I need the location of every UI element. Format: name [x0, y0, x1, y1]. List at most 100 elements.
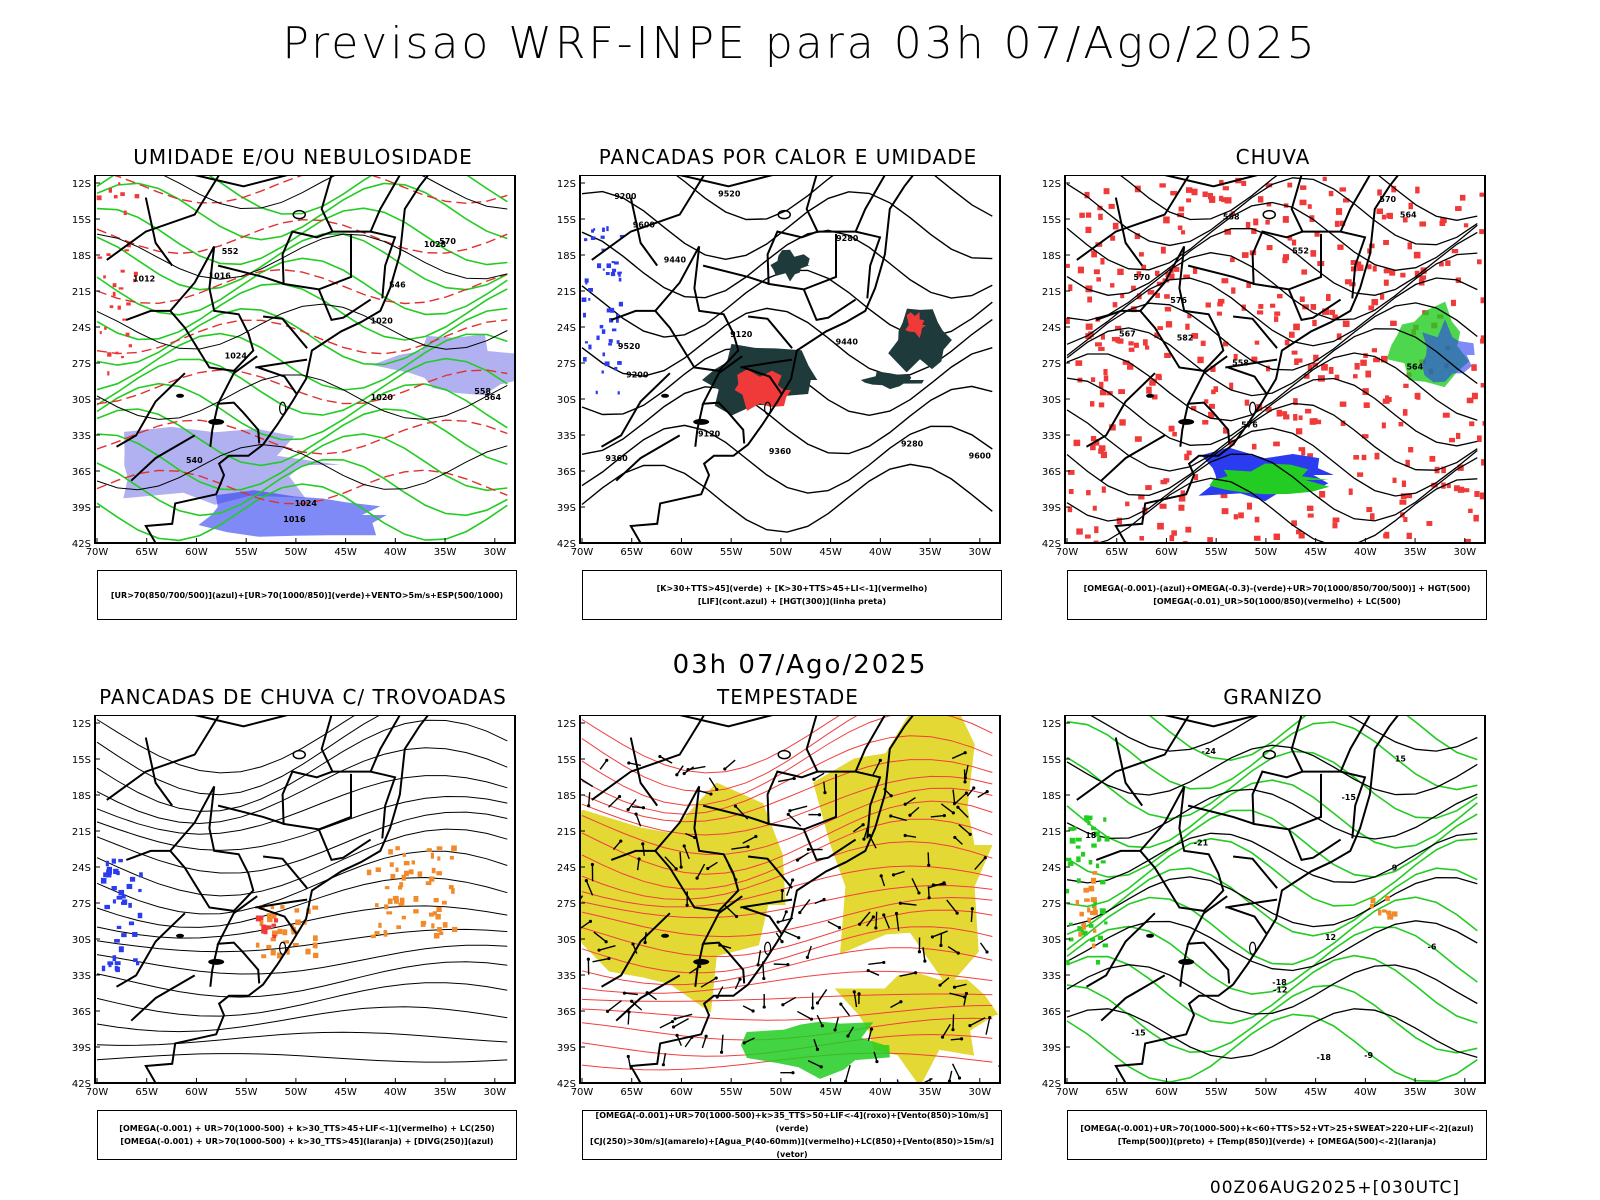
contour-label: 1024: [225, 352, 248, 361]
lat-tick-label: 33S: [557, 971, 576, 982]
lon-tick-label: 60W: [1155, 547, 1178, 558]
lon-tick-label: 30W: [1453, 547, 1476, 558]
panel-title: TEMPESTADE: [717, 685, 859, 709]
contour-label: 558: [1223, 212, 1240, 221]
lat-tick-label: 30S: [72, 395, 91, 406]
lat-tick-label: 27S: [1042, 359, 1061, 370]
lon-tick-label: 65W: [1105, 1087, 1128, 1098]
lat-tick-label: 21S: [72, 287, 91, 298]
lon-tick-label: 40W: [384, 1087, 407, 1098]
lon-tick-label: 50W: [770, 547, 793, 558]
lon-tick-label: 55W: [720, 1087, 743, 1098]
contour-label: 1020: [371, 393, 394, 402]
contour-label: 570: [1133, 273, 1150, 282]
lat-tick-label: 18S: [72, 791, 91, 802]
legend-line: [OMEGA(-0.001)+UR>70(1000-500)+k<60+TTS>…: [1080, 1124, 1474, 1133]
legend-line: [LIF](cont.azul) + [HGT(300)](linha pret…: [697, 597, 887, 606]
lat-tick-label: 27S: [72, 899, 91, 910]
lat-tick-label: 24S: [557, 323, 576, 334]
panel-title: UMIDADE E/OU NEBULOSIDADE: [133, 145, 473, 169]
lat-tick-label: 15S: [557, 215, 576, 226]
lon-tick-label: 70W: [86, 547, 109, 558]
contour-label: 567: [1119, 329, 1136, 338]
lon-tick-label: 50W: [285, 547, 308, 558]
legend-line: [OMEGA(-0.001)+UR>70(1000-500)+k>35_TTS>…: [595, 1111, 989, 1133]
lon-tick-label: 50W: [1255, 1087, 1278, 1098]
lat-tick-label: 15S: [72, 755, 91, 766]
lon-tick-label: 35W: [1404, 1087, 1427, 1098]
contour-label: 540: [186, 456, 203, 465]
lat-tick-label: 21S: [1042, 287, 1061, 298]
contour-label: 9360: [605, 454, 628, 463]
contour-label: 9440: [664, 256, 687, 265]
map-granizo: -6 -9 -12 -15 -18 -21 -24 -15 -18 9 12 15 18 12S 15S 18…: [1042, 715, 1486, 1098]
lon-tick-label: 55W: [235, 547, 258, 558]
lon-tick-label: 70W: [1056, 547, 1079, 558]
lon-tick-label: 50W: [1255, 547, 1278, 558]
lat-tick-label: 12S: [1042, 179, 1061, 190]
lon-tick-label: 60W: [670, 1087, 693, 1098]
lon-tick-label: 60W: [185, 1087, 208, 1098]
lat-tick-label: 42S: [557, 1079, 576, 1090]
contour-label: -18: [1272, 978, 1287, 987]
lon-tick-label: 45W: [334, 1087, 357, 1098]
lat-tick-label: 33S: [557, 431, 576, 442]
lat-tick-label: 42S: [72, 1079, 91, 1090]
panel-tempestade: TEMPESTADE 12S 15S 18S 21S 24S 27S 30S 33S 36S 39…: [548, 685, 1028, 1160]
contour-label: 9: [1392, 864, 1398, 873]
lat-tick-label: 33S: [1042, 431, 1061, 442]
lat-tick-label: 12S: [72, 179, 91, 190]
contour-label: -15: [1131, 1028, 1146, 1037]
lon-tick-label: 55W: [235, 1087, 258, 1098]
contour-label: 552: [1292, 246, 1309, 255]
contour-label: 552: [222, 247, 239, 256]
lon-tick-label: 55W: [1205, 547, 1228, 558]
lat-tick-label: 12S: [72, 719, 91, 730]
panel-chuva: CHUVA 582 576 576 570 564 558 552 570 567 564 558 1…: [1033, 145, 1513, 620]
legend-line: [CJ(250)>30m/s](amarelo)+[Agua_P(40-60mm…: [590, 1137, 994, 1159]
lat-tick-label: 36S: [557, 1007, 576, 1018]
lat-tick-label: 27S: [1042, 899, 1061, 910]
lat-tick-label: 39S: [557, 503, 576, 514]
panel-pancadas-calor: PANCADAS POR CALOR E UMIDADE 9600 9520 944…: [548, 145, 1028, 620]
lat-tick-label: 18S: [72, 251, 91, 262]
lat-tick-label: 30S: [72, 935, 91, 946]
lat-tick-label: 15S: [72, 215, 91, 226]
lon-tick-label: 30W: [968, 547, 991, 558]
contour-label: -12: [1273, 985, 1287, 994]
lon-tick-label: 30W: [968, 1087, 991, 1098]
lon-tick-label: 35W: [919, 1087, 942, 1098]
panel-legend: [OMEGA(-0.001) + UR>70(1000-500) + k>30_…: [97, 1110, 517, 1160]
lat-tick-label: 39S: [557, 1043, 576, 1054]
contour-label: 570: [1379, 195, 1396, 204]
panel-title: PANCADAS DE CHUVA C/ TROVOADAS: [99, 685, 507, 709]
lon-tick-label: 40W: [869, 547, 892, 558]
contour-label: -6: [1428, 942, 1437, 951]
lat-tick-label: 15S: [1042, 755, 1061, 766]
contour-label: 18: [1085, 831, 1097, 840]
lon-tick-label: 40W: [1354, 1087, 1377, 1098]
subtitle-time: 03h 07/Ago/2025: [672, 650, 928, 680]
lon-tick-label: 30W: [483, 1087, 506, 1098]
lat-tick-label: 42S: [557, 539, 576, 550]
lon-tick-label: 65W: [620, 1087, 643, 1098]
lat-tick-label: 36S: [72, 467, 91, 478]
lon-tick-label: 65W: [620, 547, 643, 558]
lon-tick-label: 30W: [483, 547, 506, 558]
contour-label: 12: [1325, 933, 1336, 942]
contour-label: 9120: [698, 429, 721, 438]
lon-tick-label: 40W: [869, 1087, 892, 1098]
lat-tick-label: 27S: [557, 359, 576, 370]
main-title: Previsao WRF-INPE para 03h 07/Ago/2025: [282, 18, 1318, 69]
lat-tick-label: 36S: [1042, 467, 1061, 478]
lat-tick-label: 36S: [1042, 1007, 1061, 1018]
lon-tick-label: 35W: [434, 547, 457, 558]
contour-label: 9360: [769, 447, 792, 456]
lat-tick-label: 21S: [72, 827, 91, 838]
lon-tick-label: 70W: [1056, 1087, 1079, 1098]
lat-tick-label: 39S: [72, 1043, 91, 1054]
panel-legend: [UR>70(850/700/500)](azul)+[UR>70(1000/8…: [97, 570, 517, 620]
legend-line: [UR>70(850/700/500)](azul)+[UR>70(1000/8…: [110, 590, 504, 600]
lon-tick-label: 45W: [819, 547, 842, 558]
lon-tick-label: 70W: [571, 1087, 594, 1098]
